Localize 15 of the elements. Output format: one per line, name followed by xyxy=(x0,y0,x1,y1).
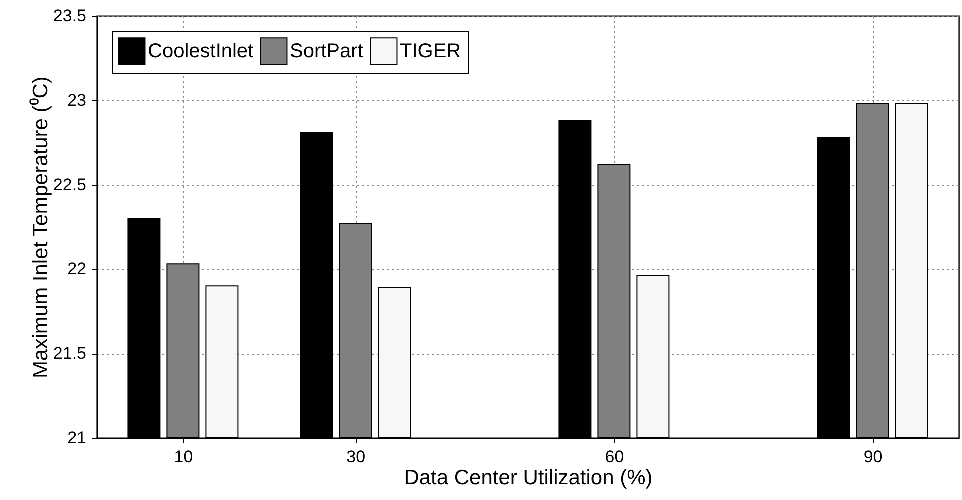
y-tick-label: 21.5 xyxy=(53,344,86,364)
x-tick-label: 60 xyxy=(605,448,624,466)
y-tick-label: 22 xyxy=(68,260,86,279)
y-tick-label: 22.5 xyxy=(53,175,86,194)
legend-label: CoolestInlet xyxy=(148,40,254,62)
legend-label: TIGER xyxy=(400,40,462,62)
x-axis-title: Data Center Utilization (%) xyxy=(404,466,653,490)
y-axis-title: Maximum Inlet Temperature (⁰C) xyxy=(29,76,52,378)
x-tick-label: 10 xyxy=(174,448,194,466)
y-tick-label: 23 xyxy=(68,90,86,110)
x-tick-label: 90 xyxy=(864,448,883,466)
x-tick-label: 30 xyxy=(346,448,366,466)
legend-label: SortPart xyxy=(290,40,364,62)
y-tick-label: 23.5 xyxy=(53,6,86,26)
y-tick-label: 21 xyxy=(68,428,86,448)
